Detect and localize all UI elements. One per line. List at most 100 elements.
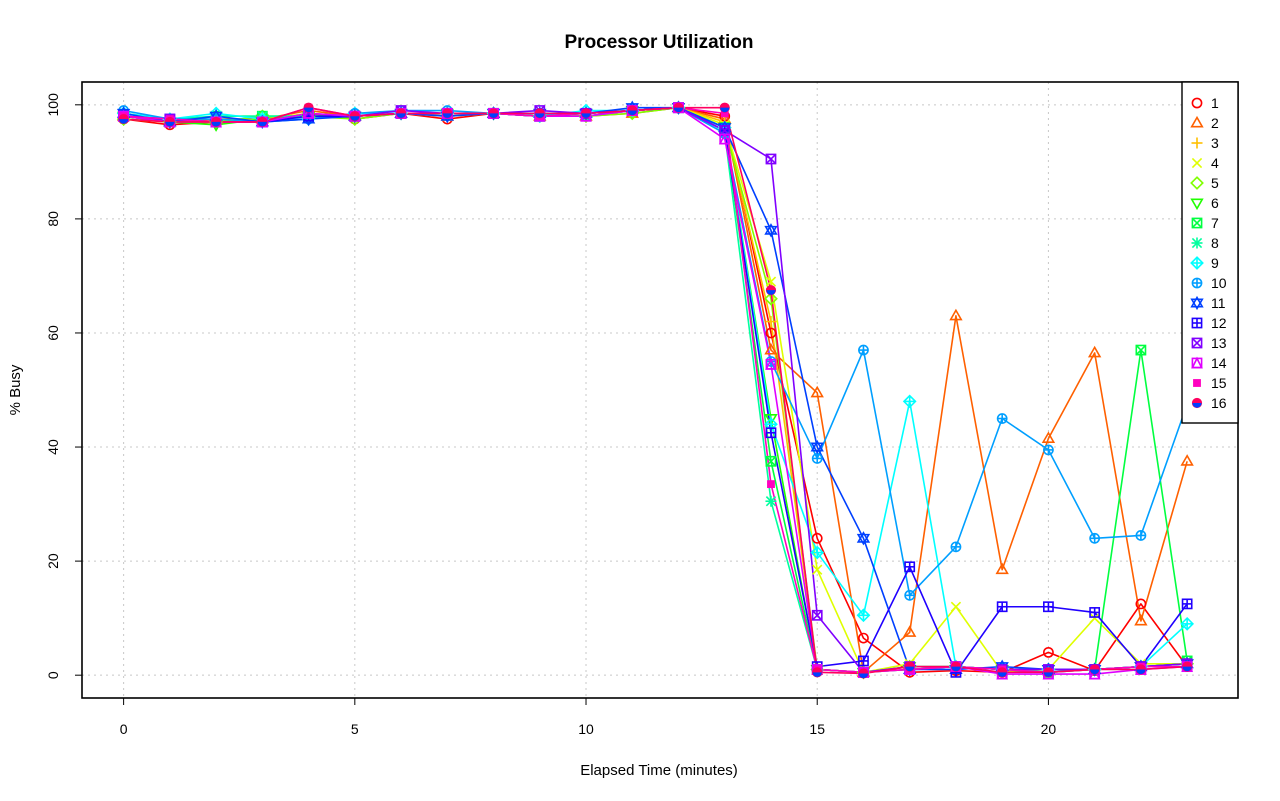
legend-marker-8 (1191, 237, 1203, 249)
legend-marker-13 (1191, 337, 1203, 349)
data-point (767, 480, 775, 489)
data-point (1134, 613, 1148, 626)
data-point (1135, 344, 1147, 356)
data-point (118, 113, 129, 125)
x-tick-label: 15 (809, 721, 825, 737)
data-point (902, 394, 917, 409)
y-axis-label: % Busy (7, 364, 24, 415)
legend-label-4: 4 (1211, 155, 1219, 171)
data-point (1135, 664, 1146, 675)
data-point (764, 223, 778, 238)
legend-label-2: 2 (1211, 115, 1219, 131)
data-point (904, 661, 915, 672)
data-point (996, 601, 1008, 613)
data-point (765, 276, 777, 287)
data-point (856, 608, 871, 623)
data-point (164, 116, 175, 128)
legend-label-11: 11 (1211, 295, 1226, 311)
legend-label-12: 12 (1211, 315, 1227, 331)
legend-marker-7 (1191, 217, 1203, 229)
data-point (765, 357, 777, 370)
data-point (765, 327, 777, 339)
series-lines (123, 106, 1188, 675)
data-point (1043, 444, 1054, 456)
y-tick-label: 60 (45, 325, 61, 341)
chart-title: Processor Utilization (565, 32, 754, 53)
legend-label-9: 9 (1211, 255, 1219, 271)
series-markers-16 (118, 102, 1193, 679)
data-point (719, 102, 730, 113)
data-point (720, 109, 729, 118)
data-point (1135, 598, 1147, 610)
data-point (765, 316, 777, 328)
data-point (765, 455, 777, 467)
x-tick-label: 0 (120, 721, 128, 737)
grid (82, 82, 1238, 698)
y-tick-label: 40 (45, 439, 61, 455)
x-tick-label: 5 (351, 721, 359, 737)
data-point (1089, 532, 1101, 544)
data-point (210, 116, 222, 128)
series-markers (116, 100, 1195, 680)
data-point (718, 132, 731, 145)
data-point (1043, 601, 1054, 613)
data-point (903, 625, 917, 637)
data-point (904, 561, 916, 573)
legend-marker-12 (1191, 317, 1203, 329)
legend-label-7: 7 (1211, 215, 1219, 231)
data-point (627, 105, 638, 116)
data-point (1043, 646, 1054, 658)
data-point (858, 655, 869, 667)
data-point (1182, 661, 1193, 672)
data-point (949, 308, 963, 321)
data-point (1041, 431, 1056, 443)
legend-marker-15 (1193, 379, 1201, 387)
data-point (534, 108, 545, 119)
data-point (995, 562, 1009, 575)
data-point (442, 108, 453, 119)
y-tick-label: 100 (45, 93, 61, 117)
data-point (349, 111, 360, 122)
series-line-16 (123, 106, 1188, 675)
legend-label-3: 3 (1211, 135, 1219, 151)
legend-marker-4 (1191, 157, 1203, 169)
legend-label-10: 10 (1211, 275, 1227, 291)
data-point (395, 108, 407, 119)
data-point (810, 385, 824, 398)
data-point (811, 532, 823, 544)
data-point (811, 609, 823, 621)
data-point (765, 153, 777, 165)
data-point (904, 589, 916, 601)
data-point (764, 291, 778, 306)
legend-box (1181, 81, 1239, 424)
legend-marker-9 (1190, 256, 1204, 270)
data-point (1181, 598, 1193, 610)
data-point (1135, 530, 1147, 541)
data-point (303, 102, 314, 113)
y-tick-label: 0 (45, 671, 61, 679)
data-point (1089, 607, 1101, 618)
legend-label-8: 8 (1211, 235, 1219, 251)
data-point (765, 427, 777, 439)
legend-label-6: 6 (1211, 195, 1219, 211)
series-line-11 (123, 106, 1188, 671)
data-point (580, 108, 592, 119)
y-tick-label: 80 (45, 211, 61, 227)
legend-marker-16 (1191, 397, 1203, 409)
data-point (764, 414, 778, 426)
x-tick-label: 10 (578, 721, 594, 737)
data-point (810, 545, 825, 560)
data-point (996, 413, 1008, 424)
data-point (858, 668, 869, 679)
legend-label-1: 1 (1211, 95, 1219, 111)
data-point (1089, 612, 1100, 624)
data-point (810, 439, 824, 455)
data-point (858, 344, 869, 356)
legend-label-14: 14 (1211, 355, 1227, 371)
legend-marker-11 (1190, 295, 1204, 311)
legend-label-15: 15 (1211, 375, 1227, 391)
data-point (764, 342, 778, 355)
legend-marker-6 (1190, 198, 1204, 211)
